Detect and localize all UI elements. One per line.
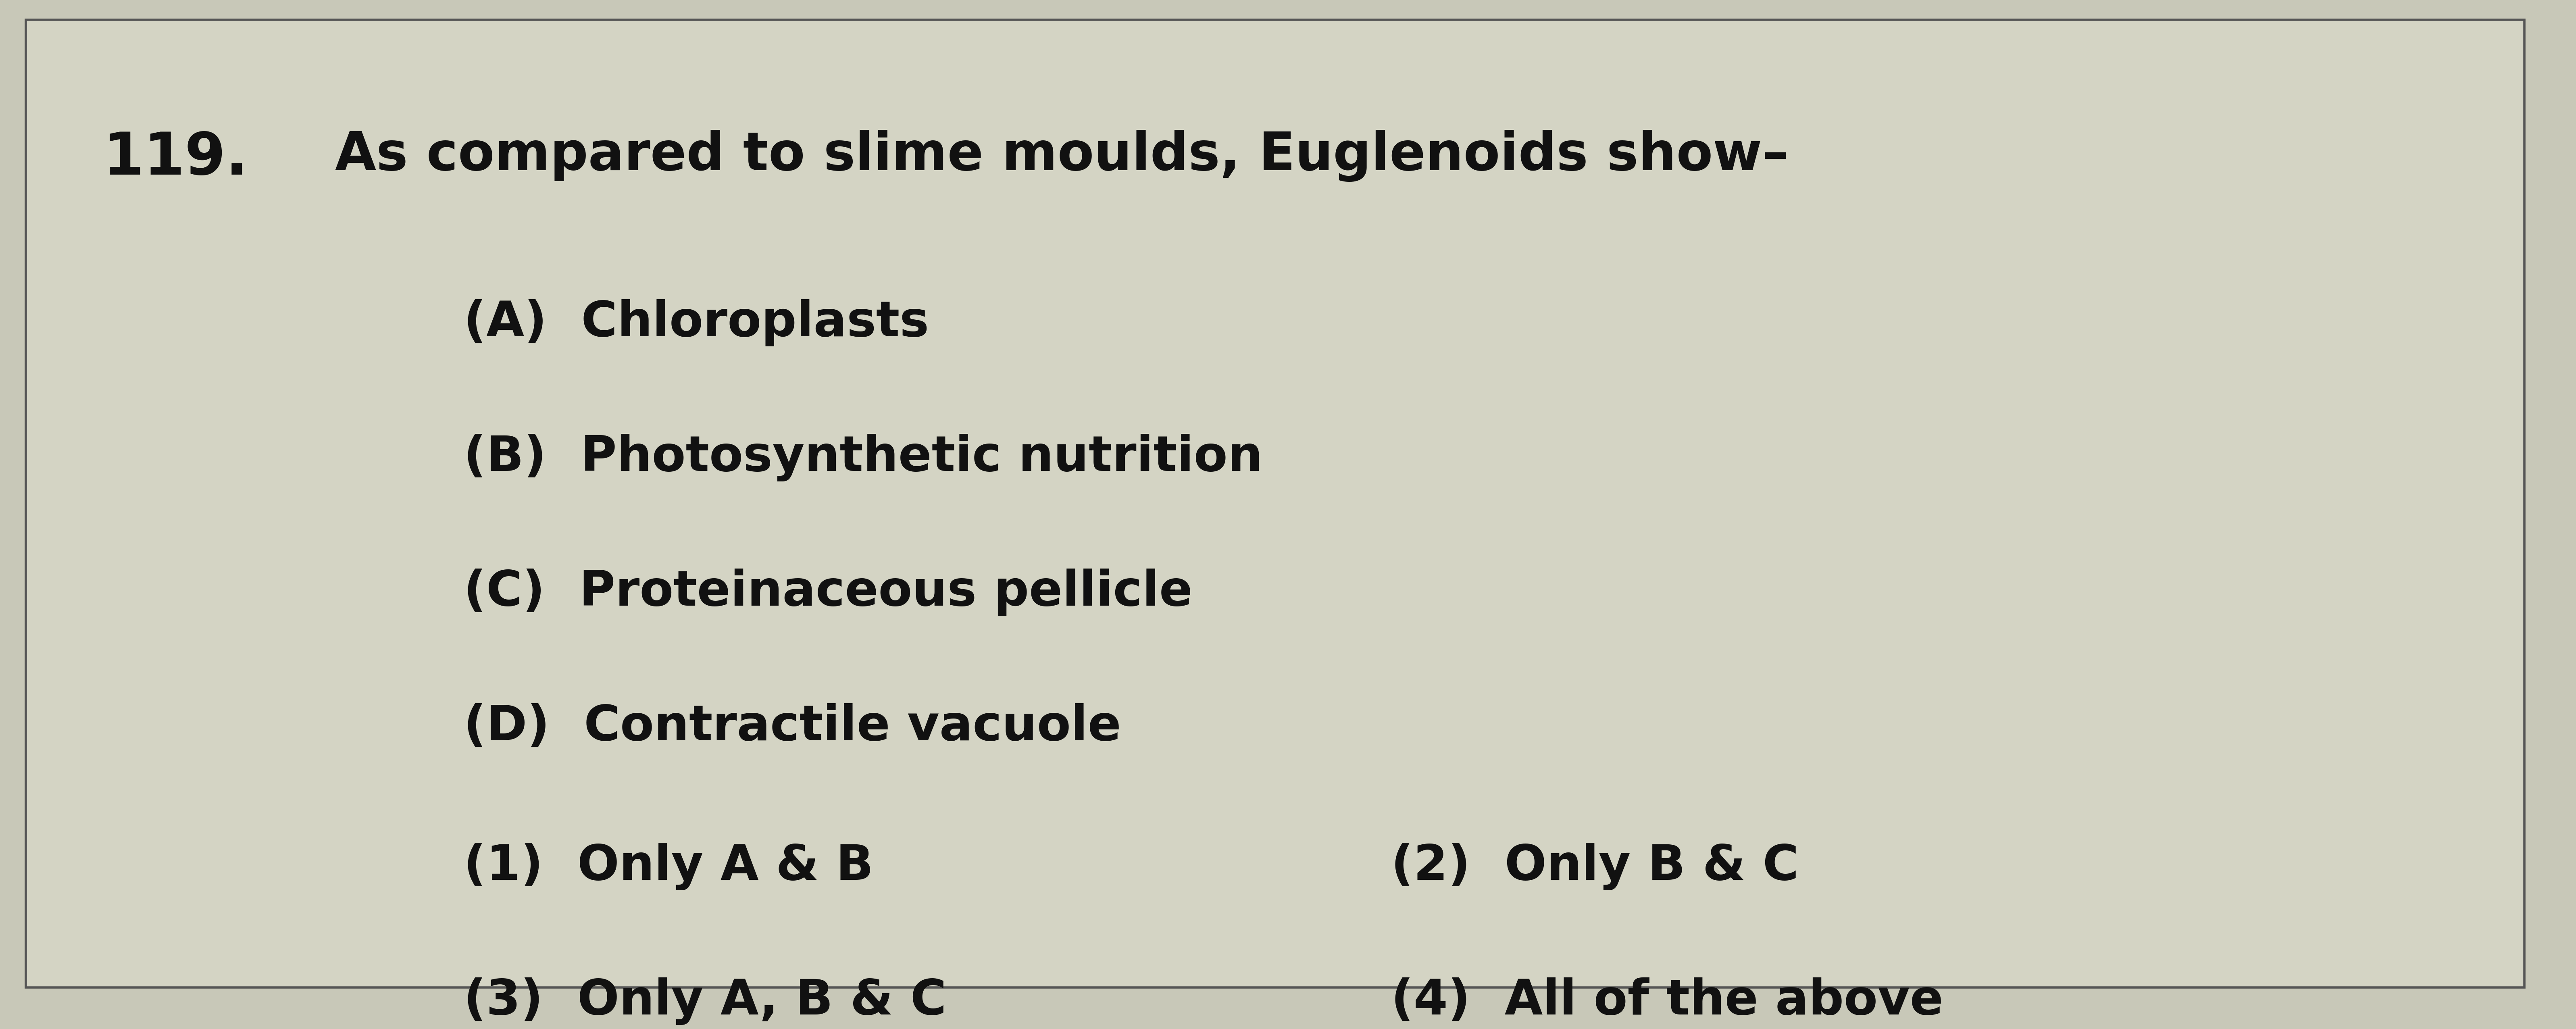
Text: (C)  Proteinaceous pellicle: (C) Proteinaceous pellicle <box>464 568 1193 615</box>
Text: (2)  Only B & C: (2) Only B & C <box>1391 843 1798 890</box>
Text: (B)  Photosynthetic nutrition: (B) Photosynthetic nutrition <box>464 434 1262 482</box>
Text: As compared to slime moulds, Euglenoids show–: As compared to slime moulds, Euglenoids … <box>335 130 1788 182</box>
Text: (A)  Chloroplasts: (A) Chloroplasts <box>464 299 930 347</box>
Text: (1)  Only A & B: (1) Only A & B <box>464 843 873 890</box>
Text: (D)  Contractile vacuole: (D) Contractile vacuole <box>464 703 1121 750</box>
Text: (4)  All of the above: (4) All of the above <box>1391 978 1942 1025</box>
FancyBboxPatch shape <box>26 20 2524 987</box>
Text: (3)  Only A, B & C: (3) Only A, B & C <box>464 978 945 1025</box>
Text: 119.: 119. <box>103 130 247 186</box>
